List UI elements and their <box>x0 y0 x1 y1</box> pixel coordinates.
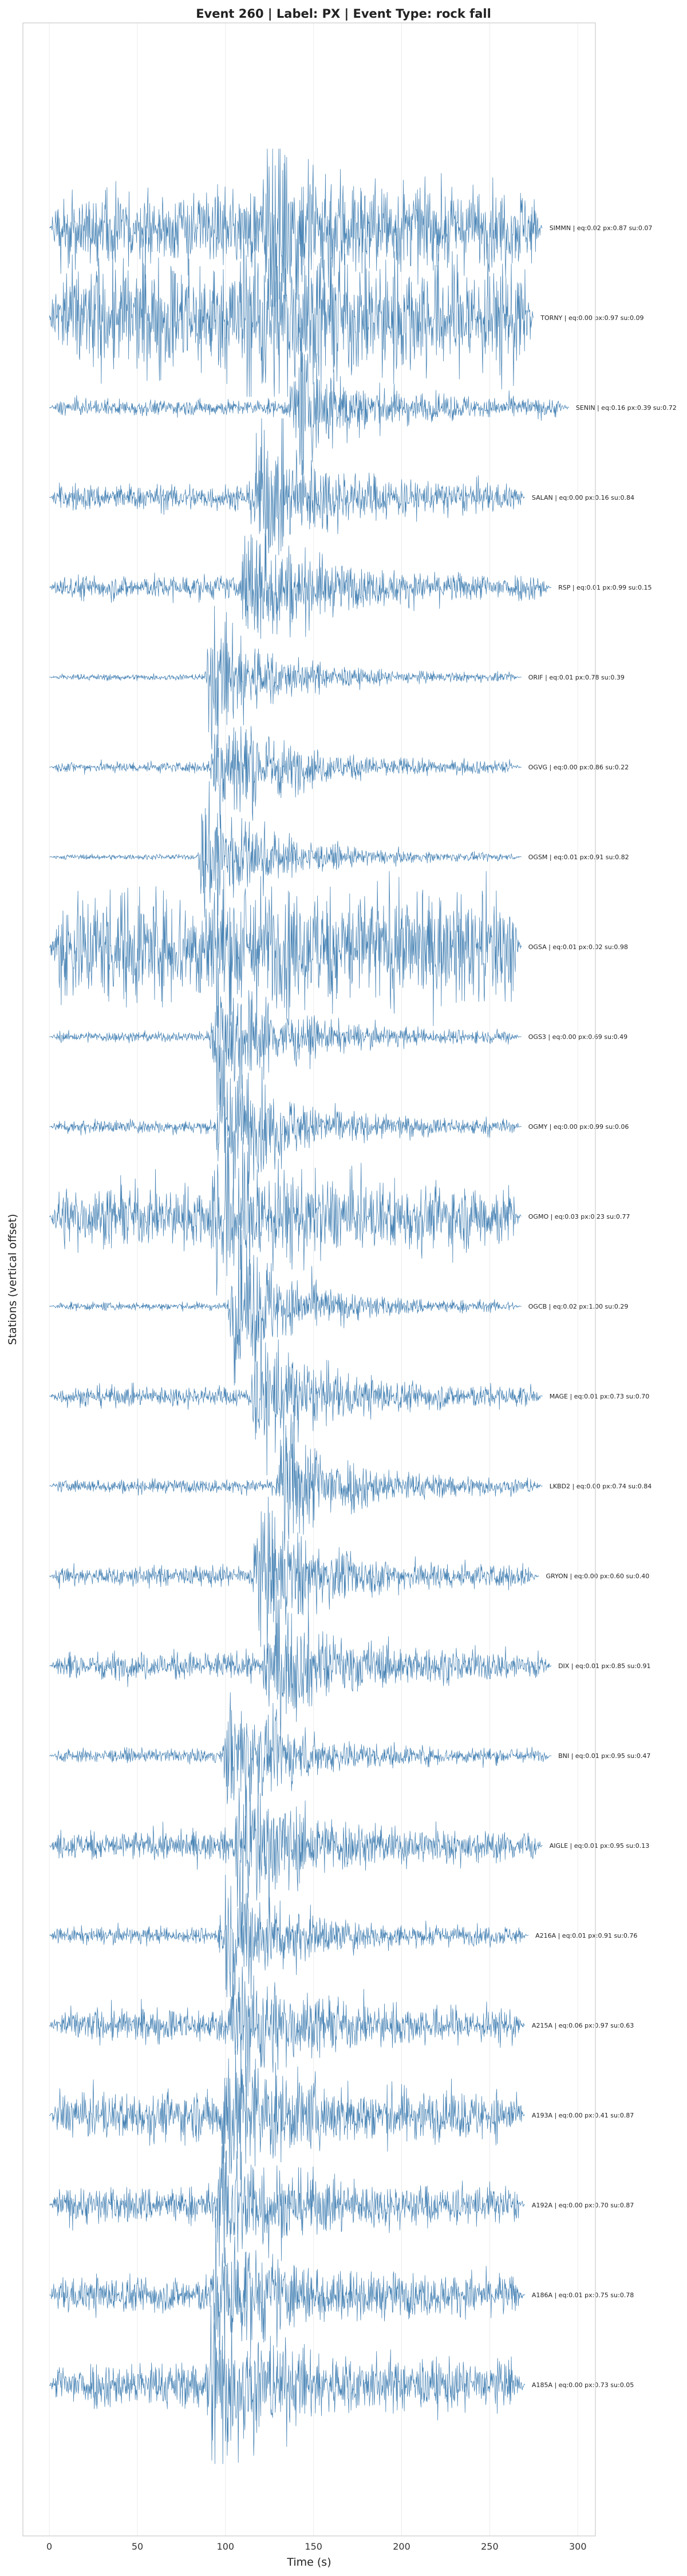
station-label: TORNY | eq:0.00 px:0.97 su:0.09 <box>540 314 643 322</box>
waveform-trace <box>49 338 569 476</box>
waveform-trace <box>49 533 552 639</box>
waveform-trace <box>49 726 522 829</box>
waveform-trace <box>49 1047 522 1206</box>
waveform-trace <box>49 1859 529 2010</box>
station-label: OGSA | eq:0.01 px:0.02 su:0.98 <box>528 943 628 951</box>
y-axis-label: Stations (vertical offset) <box>6 1214 19 1345</box>
waveform-trace <box>49 967 522 1116</box>
station-label: SALAN | eq:0.00 px:0.16 su:0.84 <box>532 494 634 501</box>
waveform-trace <box>49 2305 526 2464</box>
waveform-trace <box>49 1317 543 1476</box>
waveform-trace <box>49 606 522 750</box>
waveform-trace <box>49 1966 526 2097</box>
station-label: GRYON | eq:0.00 px:0.60 su:0.40 <box>546 1573 650 1580</box>
waveform-trace <box>49 1496 539 1656</box>
station-label: AIGLE | eq:0.01 px:0.95 su:0.13 <box>550 1842 650 1850</box>
waveform-trace <box>49 2218 526 2360</box>
station-label: OGVG | eq:0.00 px:0.86 su:0.22 <box>528 764 629 771</box>
station-label: A215A | eq:0.06 px:0.97 su:0.63 <box>532 2022 634 2029</box>
station-label: RSP | eq:0.01 px:0.99 su:0.15 <box>558 584 652 591</box>
x-tick-label: 300 <box>569 2541 587 2552</box>
station-label: ORIF | eq:0.01 px:0.78 su:0.39 <box>528 674 625 681</box>
waveform-trace <box>49 1227 522 1386</box>
station-label: A216A | eq:0.01 px:0.91 su:0.76 <box>535 1932 637 1939</box>
waveform-trace <box>49 238 534 397</box>
x-tick-label: 50 <box>132 2541 143 2552</box>
plot-frame <box>22 22 596 2537</box>
waveform-trace <box>49 781 522 918</box>
x-tick-layer: 0 50 100 150 200 250 300 <box>46 2541 586 2552</box>
station-label: A193A | eq:0.00 px:0.41 su:0.87 <box>532 2112 634 2119</box>
x-axis-label: Time (s) <box>286 2556 331 2569</box>
waveform-trace <box>49 2036 526 2180</box>
chart-title: Event 260 | Label: PX | Event Type: rock… <box>196 7 491 21</box>
station-label: A186A | eq:0.01 px:0.75 su:0.78 <box>532 2291 634 2299</box>
station-label: SENIN | eq:0.16 px:0.39 su:0.72 <box>576 404 677 412</box>
waveform-trace <box>49 1137 522 1296</box>
station-label-layer: SIMMN | eq:0.02 px:0.87 su:0.07 TORNY | e… <box>528 224 677 2389</box>
station-label: LKBD2 | eq:0.00 px:0.74 su:0.84 <box>550 1483 652 1490</box>
station-label: OGMO | eq:0.03 px:0.23 su:0.77 <box>528 1213 630 1220</box>
station-label: OGSM | eq:0.01 px:0.91 su:0.82 <box>528 854 629 861</box>
station-label: DIX | eq:0.01 px:0.85 su:0.91 <box>558 1662 650 1670</box>
station-label: SIMMN | eq:0.02 px:0.87 su:0.07 <box>550 224 653 232</box>
waveform-trace <box>49 1766 543 1925</box>
x-tick-label: 150 <box>305 2541 322 2552</box>
x-tick-label: 200 <box>393 2541 410 2552</box>
station-label: OGCB | eq:0.02 px:1.00 su:0.29 <box>528 1303 629 1310</box>
station-label: BNI | eq:0.01 px:0.95 su:0.47 <box>558 1752 650 1760</box>
x-tick-label: 250 <box>481 2541 499 2552</box>
waveform-trace <box>49 870 522 1026</box>
waveform-trace <box>49 418 526 577</box>
waveform-trace <box>49 2125 525 2267</box>
waveform-trace <box>49 1692 552 1818</box>
trace-layer <box>49 148 569 2464</box>
waveform-trace <box>49 1589 552 1745</box>
station-label: A185A | eq:0.00 px:0.73 su:0.05 <box>532 2381 634 2389</box>
waveform-trace <box>49 1414 543 1551</box>
station-label: A192A | eq:0.00 px:0.70 su:0.87 <box>532 2202 634 2209</box>
station-label: OGS3 | eq:0.00 px:0.69 su:0.49 <box>528 1033 627 1041</box>
x-tick-label: 0 <box>46 2541 52 2552</box>
x-tick-label: 100 <box>217 2541 235 2552</box>
station-label: OGMY | eq:0.00 px:0.99 su:0.06 <box>528 1123 629 1131</box>
station-label: MAGE | eq:0.01 px:0.73 su:0.70 <box>550 1393 650 1400</box>
grid-layer <box>49 23 578 2536</box>
